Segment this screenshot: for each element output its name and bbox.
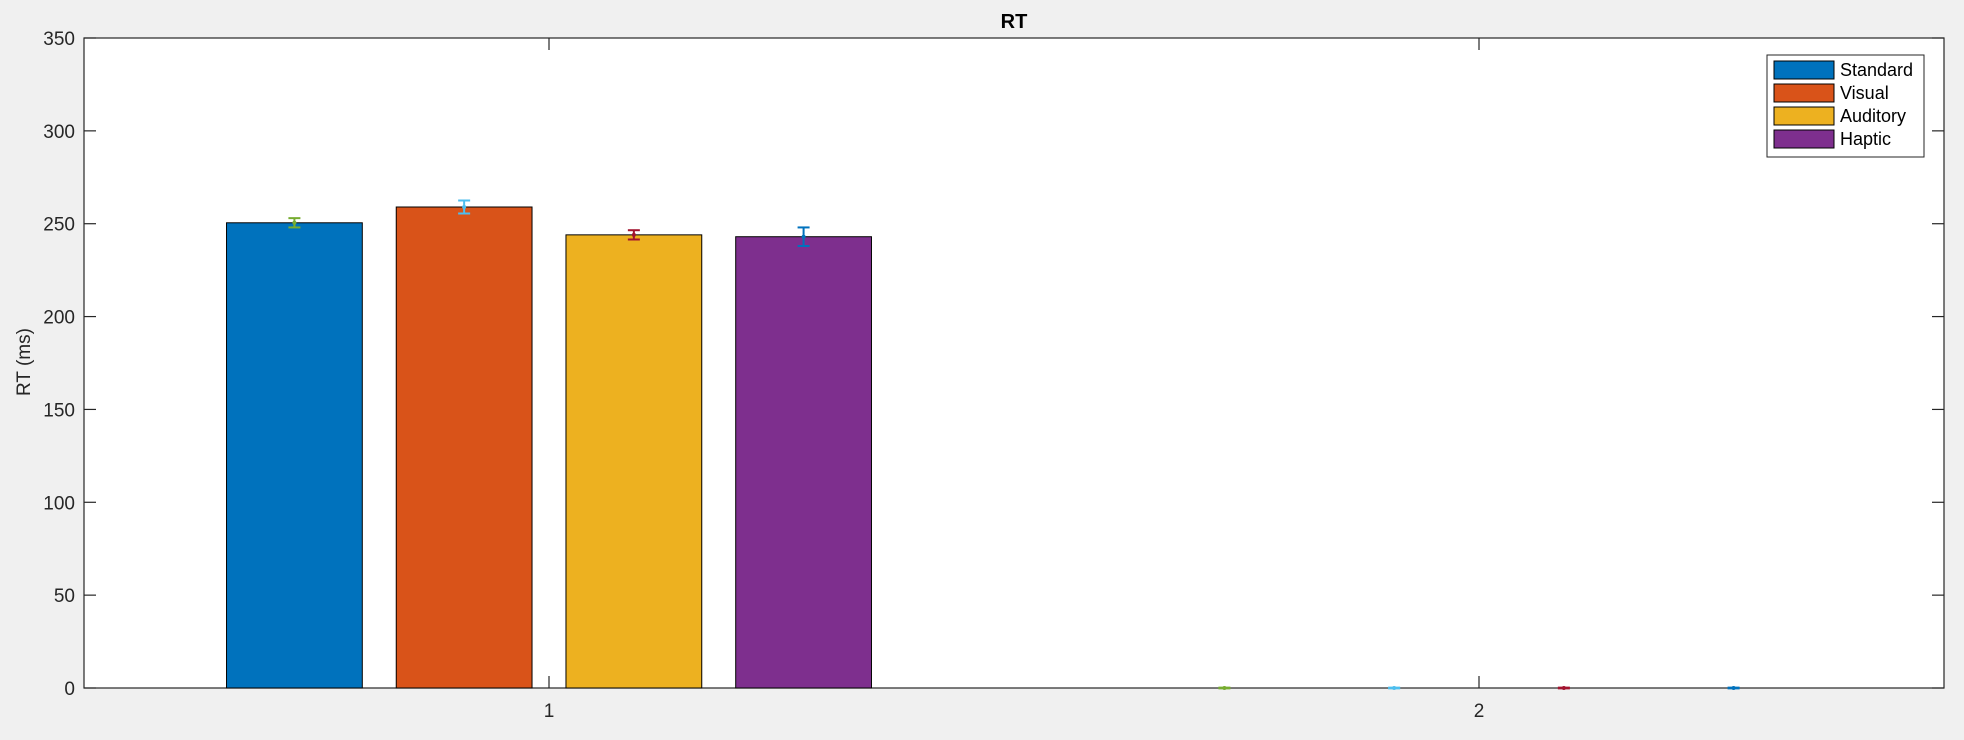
error-bar xyxy=(1388,686,1401,690)
y-tick-label: 50 xyxy=(54,586,75,607)
y-tick-label: 0 xyxy=(64,679,75,700)
error-bar-marker xyxy=(1731,686,1736,690)
error-bar-marker xyxy=(1392,686,1397,690)
error-bar-marker xyxy=(1222,686,1227,690)
error-bar xyxy=(797,226,810,247)
bars xyxy=(226,206,872,689)
legend-label: Visual xyxy=(1840,83,1889,103)
legend-swatch xyxy=(1773,129,1835,149)
legend-swatch xyxy=(1773,106,1835,126)
y-tick-label: 200 xyxy=(43,308,75,329)
plot-area xyxy=(83,37,1945,689)
chart-title: RT xyxy=(1001,11,1028,33)
error-bar-marker xyxy=(801,234,806,239)
y-tick-label: 150 xyxy=(43,400,75,421)
bar xyxy=(565,234,703,689)
error-bar xyxy=(288,217,301,229)
error-bars xyxy=(288,199,1740,690)
legend-swatch xyxy=(1773,83,1835,103)
axis-ticks: 0 50 100 150 200 250 300 350 1 2 xyxy=(43,29,1944,722)
error-bar-marker xyxy=(631,232,636,237)
error-bar-marker xyxy=(1561,686,1566,690)
legend-label: Standard xyxy=(1840,60,1913,80)
x-tick-label: 2 xyxy=(1474,701,1485,722)
y-tick-label: 350 xyxy=(43,29,75,50)
error-bar xyxy=(627,229,640,241)
error-bar-marker xyxy=(462,205,467,209)
y-tick-label: 100 xyxy=(43,493,75,514)
legend-label: Haptic xyxy=(1840,129,1891,149)
y-axis-label: RT (ms) xyxy=(14,328,35,396)
error-bar-marker xyxy=(292,220,297,225)
y-tick-label: 300 xyxy=(43,122,75,143)
bar xyxy=(395,206,533,689)
legend-label: Auditory xyxy=(1840,106,1906,126)
y-tick-label: 250 xyxy=(43,215,75,236)
bar xyxy=(226,222,363,689)
error-bar xyxy=(1727,686,1740,690)
legend-swatch xyxy=(1773,60,1835,80)
bar xyxy=(735,236,872,689)
error-bar xyxy=(1218,686,1231,690)
error-bar xyxy=(458,199,471,215)
error-bar xyxy=(1557,686,1570,690)
legend: Standard Visual Auditory Haptic xyxy=(1766,54,1925,158)
x-tick-label: 1 xyxy=(544,701,555,722)
